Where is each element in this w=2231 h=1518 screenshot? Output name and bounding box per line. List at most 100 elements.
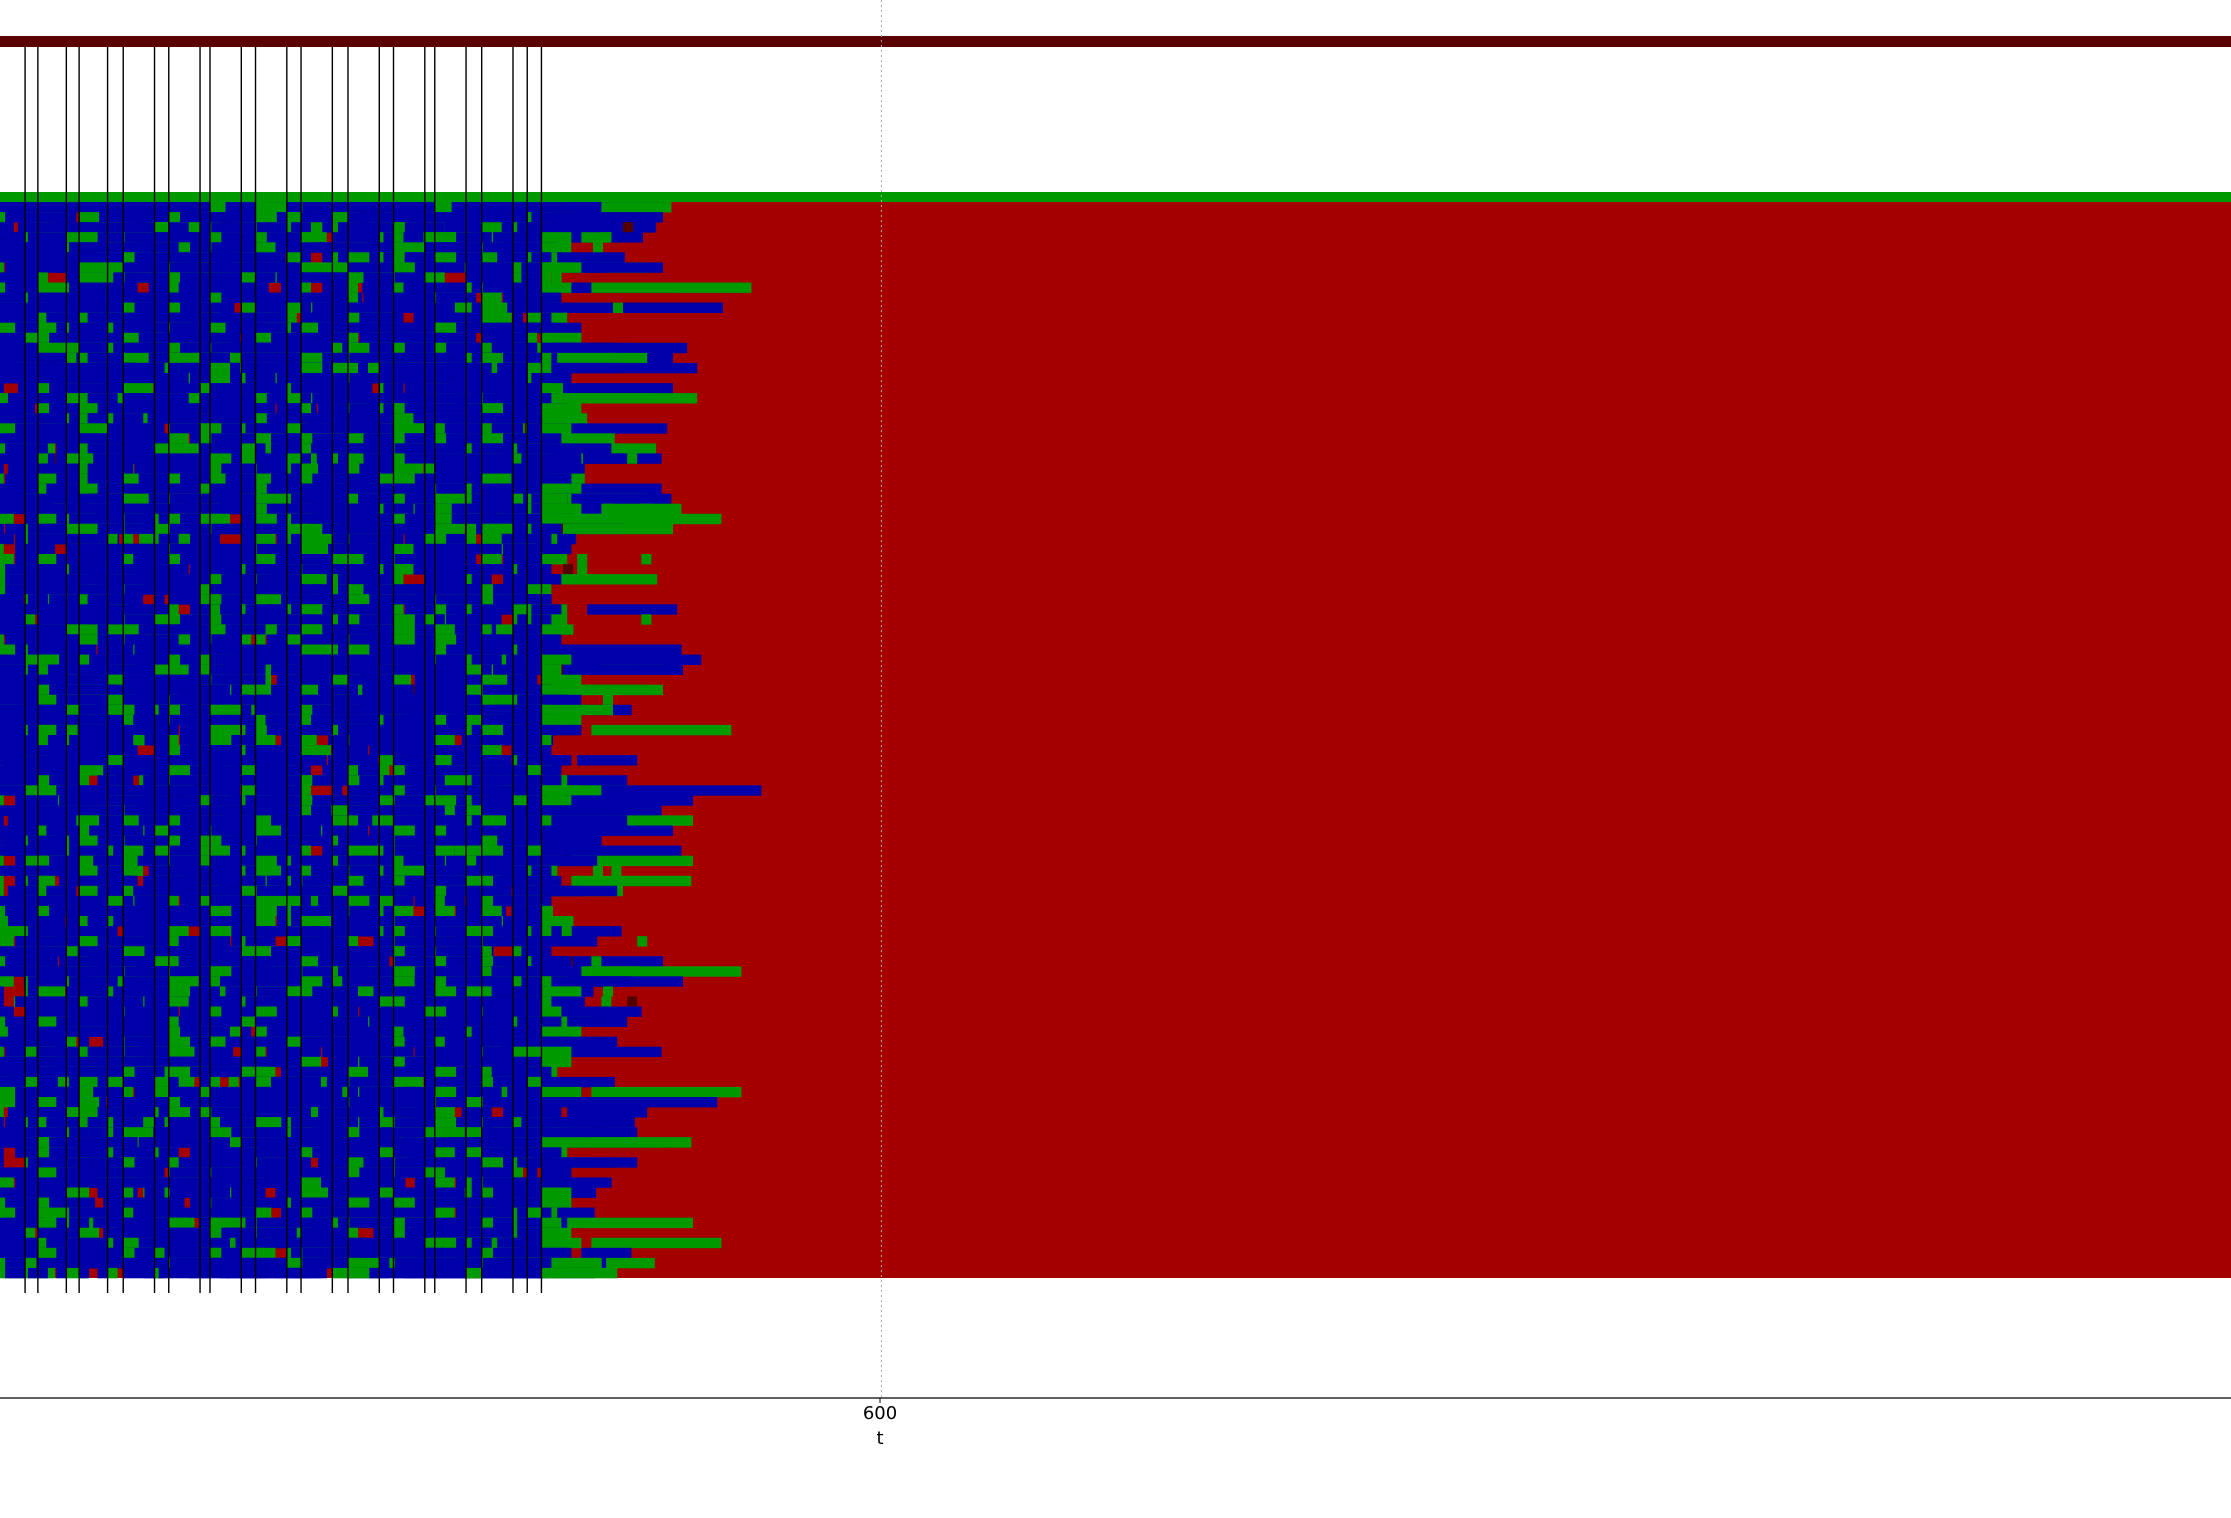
heatmap-cell bbox=[256, 785, 287, 796]
heatmap-cell bbox=[456, 745, 467, 756]
heatmap-cell bbox=[27, 875, 38, 887]
heatmap-cell bbox=[79, 775, 90, 786]
heatmap-cell bbox=[328, 1036, 348, 1048]
heatmap-cell bbox=[158, 584, 169, 595]
heatmap-cell bbox=[383, 926, 394, 937]
heatmap-cell bbox=[527, 1026, 548, 1037]
heatmap-cell bbox=[170, 694, 200, 706]
heatmap-cell bbox=[461, 1036, 482, 1048]
heatmap-cell bbox=[471, 362, 482, 374]
heatmap-cell bbox=[434, 1086, 455, 1098]
heatmap-cell bbox=[527, 624, 548, 635]
heatmap-cell bbox=[359, 795, 380, 806]
heatmap-cell bbox=[245, 533, 256, 545]
heatmap-cell bbox=[5, 433, 26, 444]
heatmap-cell bbox=[461, 745, 482, 756]
heatmap-cell bbox=[541, 282, 572, 293]
heatmap-cell bbox=[424, 352, 435, 364]
heatmap-cell bbox=[493, 875, 513, 887]
heatmap-cell bbox=[235, 875, 256, 887]
heatmap-cell bbox=[281, 1026, 301, 1037]
heatmap-cell bbox=[348, 594, 368, 605]
heatmap-cell bbox=[434, 936, 475, 947]
heatmap-cell bbox=[221, 1016, 242, 1027]
heatmap-cell bbox=[77, 564, 108, 575]
heatmap-cell bbox=[359, 624, 380, 635]
heatmap-cell bbox=[541, 664, 562, 675]
heatmap-cell bbox=[180, 745, 210, 756]
heatmap-cell bbox=[404, 875, 435, 887]
heatmap-cell bbox=[103, 664, 124, 675]
heatmap-cell bbox=[541, 393, 552, 404]
heatmap-row bbox=[0, 192, 2231, 203]
heatmap-cell bbox=[170, 845, 200, 856]
heatmap-cell bbox=[328, 483, 348, 494]
heatmap-cell bbox=[221, 493, 242, 505]
heatmap-cell bbox=[103, 403, 124, 414]
heatmap-cell bbox=[210, 805, 230, 816]
heatmap-cell bbox=[210, 664, 240, 675]
heatmap-cell bbox=[349, 905, 380, 917]
heatmap-cell bbox=[338, 413, 348, 424]
heatmap-cell bbox=[180, 262, 210, 273]
heatmap-cell bbox=[531, 373, 542, 384]
heatmap-cell bbox=[49, 745, 80, 756]
heatmap-cell bbox=[481, 232, 492, 243]
heatmap-cell bbox=[37, 956, 58, 967]
heatmap-cell bbox=[456, 252, 467, 263]
heatmap-cell bbox=[200, 966, 210, 977]
heatmap-cell bbox=[103, 1056, 124, 1068]
heatmap-cell bbox=[59, 1097, 80, 1108]
heatmap-cell bbox=[123, 413, 144, 424]
heatmap-cell bbox=[481, 322, 522, 334]
heatmap-cell bbox=[271, 443, 301, 454]
heatmap-cell bbox=[123, 393, 144, 404]
heatmap-cell bbox=[424, 1016, 435, 1027]
heatmap-cell bbox=[349, 352, 380, 364]
heatmap-cell bbox=[7, 272, 38, 283]
heatmap-cell bbox=[256, 383, 287, 394]
heatmap-cell bbox=[245, 795, 256, 806]
heatmap-cell bbox=[446, 554, 467, 565]
heatmap-cell bbox=[349, 543, 380, 555]
heatmap-cell bbox=[107, 523, 128, 535]
heatmap-cell bbox=[497, 252, 528, 263]
heatmap-cell bbox=[461, 905, 482, 917]
heatmap-cell bbox=[348, 252, 388, 263]
heatmap-cell bbox=[301, 735, 311, 746]
heatmap-cell bbox=[235, 554, 256, 565]
heatmap-cell bbox=[593, 865, 603, 877]
heatmap-cell bbox=[200, 1046, 210, 1058]
heatmap-cell bbox=[338, 775, 348, 786]
heatmap-cell bbox=[17, 543, 38, 555]
heatmap-cell bbox=[281, 704, 301, 716]
heatmap-cell bbox=[241, 735, 262, 746]
heatmap-cell bbox=[312, 413, 333, 424]
heatmap-cell bbox=[225, 523, 256, 535]
heatmap-cell bbox=[383, 745, 394, 756]
heatmap-cell bbox=[281, 795, 301, 806]
heatmap-cell bbox=[69, 1016, 80, 1027]
heatmap-cell bbox=[611, 865, 622, 877]
heatmap-cell bbox=[266, 634, 287, 645]
heatmap-cell bbox=[301, 393, 311, 404]
heatmap-cell bbox=[301, 714, 311, 726]
heatmap-cell bbox=[103, 1036, 124, 1048]
heatmap-cell bbox=[124, 513, 155, 525]
heatmap-cell bbox=[507, 1066, 528, 1078]
heatmap-cell bbox=[531, 222, 542, 233]
heatmap-cell bbox=[373, 594, 394, 605]
heatmap-cell bbox=[56, 724, 67, 736]
heatmap-cell bbox=[481, 523, 512, 535]
heatmap-cell bbox=[138, 986, 169, 997]
heatmap-cell bbox=[190, 584, 200, 595]
heatmap-cell bbox=[7, 393, 38, 404]
heatmap-cell bbox=[379, 312, 400, 324]
heatmap-cell bbox=[225, 815, 256, 826]
heatmap-cell bbox=[503, 1036, 513, 1048]
heatmap-cell bbox=[393, 664, 404, 675]
heatmap-cell bbox=[527, 584, 548, 595]
heatmap-cell bbox=[404, 735, 435, 746]
heatmap-cell bbox=[225, 202, 256, 213]
heatmap-cell bbox=[200, 825, 210, 836]
